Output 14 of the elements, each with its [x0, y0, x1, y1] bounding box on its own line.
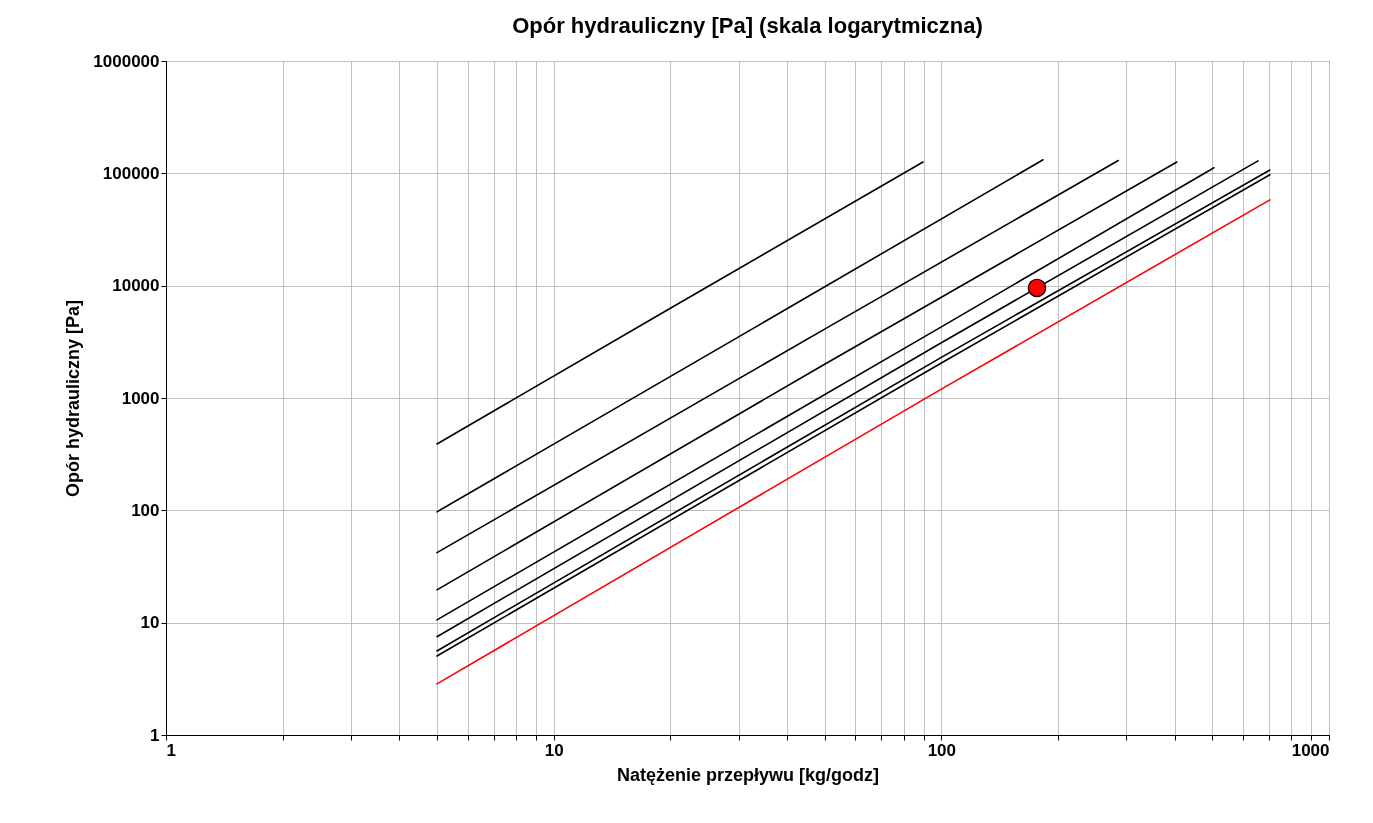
y-tick-label: 100000: [102, 163, 160, 183]
y-tick-label: 100: [131, 500, 160, 520]
x-tick-label: 1: [166, 740, 176, 760]
x-tick-label: 100: [927, 740, 957, 760]
y-tick-label: 10: [140, 613, 160, 633]
y-tick-label: 1: [150, 725, 160, 745]
x-tick-label: 10: [544, 740, 564, 760]
y-tick-label: 1000000: [93, 51, 160, 71]
y-axis-title: Opór hydrauliczny [Pa]: [63, 299, 84, 498]
x-tick-label: 1000: [1291, 740, 1330, 760]
y-tick-label: 1000: [121, 388, 160, 408]
chart-title: Opór hydrauliczny [Pa] (skala logarytmiczna): [512, 13, 983, 38]
y-tick-label: 10000: [112, 276, 160, 296]
x-axis-title: Natężenie przepływu [kg/godz]: [616, 764, 880, 785]
